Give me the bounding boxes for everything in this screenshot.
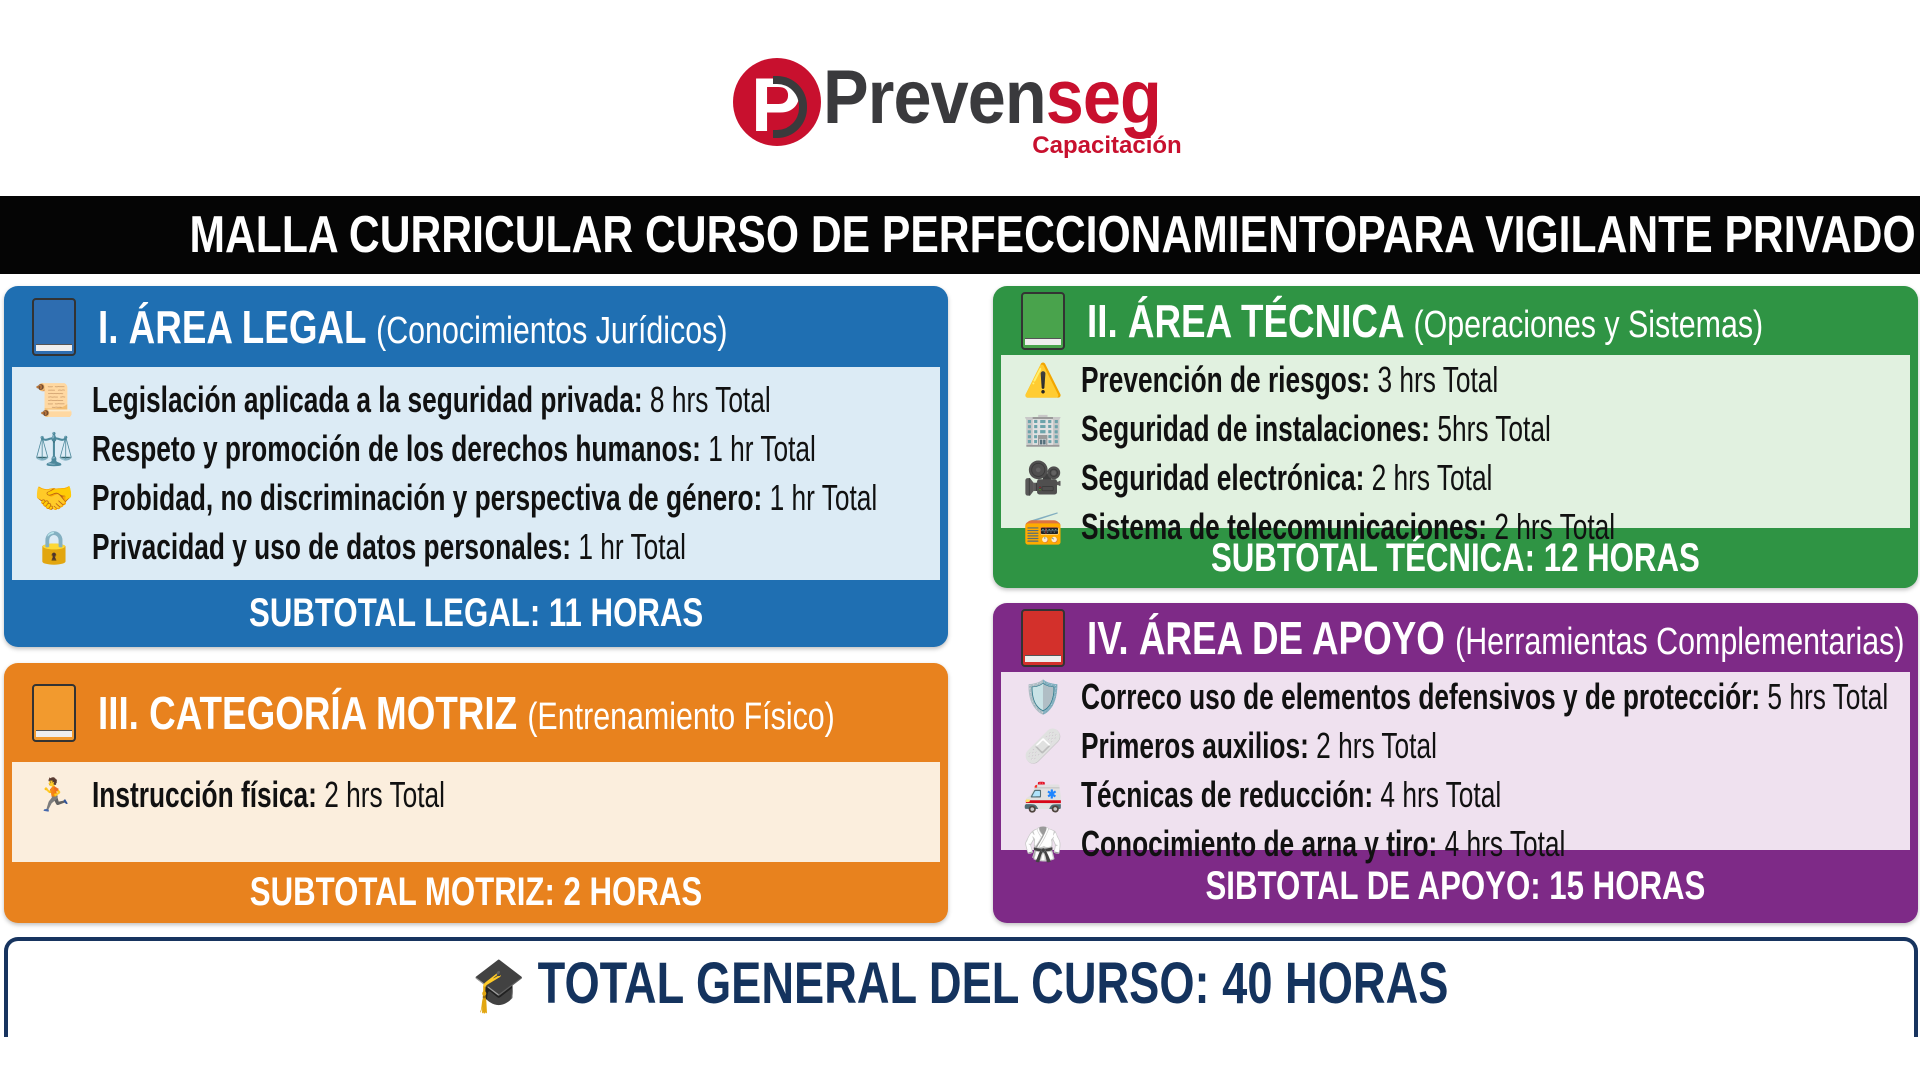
green-book-icon xyxy=(1021,291,1065,350)
graduation-cap-icon: 🎓 xyxy=(473,955,526,1015)
course-item: 🩹 Primeros auxilios: 2 hrs Total xyxy=(1021,721,1910,770)
section-title: IV. ÁREA DE APOYO xyxy=(1087,611,1445,664)
course-item-label: Prevención de riesgos: xyxy=(1081,358,1371,400)
section-legal: I. ÁREA LEGAL (Conocimientos Jurídicos) … xyxy=(4,286,948,647)
section-header: IV. ÁREA DE APOYO (Herramientas Compleme… xyxy=(993,603,1918,672)
course-item-hours: 4 hrs Total xyxy=(1380,773,1502,815)
page-title: MALLA CURRICULAR CURSO DE PERFECCIONAMIE… xyxy=(189,206,1916,264)
running-person-icon: 🏃 xyxy=(34,776,74,813)
course-item: 🏢 Seguridad de instalaciones: 5hrs Total xyxy=(1021,404,1910,453)
course-item: 📻 Sistema de telecomunicaciones: 2 hrs T… xyxy=(1021,502,1910,551)
section-items: ⚠️ Prevención de riesgos: 3 hrs Total 🏢 … xyxy=(1001,355,1910,547)
section-header: II. ÁREA TÉCNICA (Operaciones y Sistemas… xyxy=(993,286,1918,355)
course-item-hours: 2 hrs Total xyxy=(324,773,445,815)
course-item-hours: 1 hr Total xyxy=(578,526,686,567)
handshake-icon: 🤝 xyxy=(34,480,74,516)
section-subtitle: (Herramientas Complementarias) xyxy=(1455,620,1905,663)
course-item: 🛡️ Correco uso de elementos defensivos y… xyxy=(1021,672,1910,721)
ambulance-icon: 🚑 xyxy=(1023,776,1063,813)
course-item-label: Correco uso de elementos defensivos y de… xyxy=(1081,675,1761,717)
section-items: 🏃 Instrucción física: 2 hrs Total xyxy=(12,762,940,862)
first-aid-kit-icon: 🩹 xyxy=(1023,727,1063,764)
section-title: I. ÁREA LEGAL xyxy=(98,300,366,353)
lock-icon: 🔒 xyxy=(34,529,74,565)
course-item-label: Seguridad electrónica: xyxy=(1081,456,1365,498)
course-item-hours: 5 hrs Total xyxy=(1767,675,1889,717)
section-header: I. ÁREA LEGAL (Conocimientos Jurídicos) xyxy=(4,286,948,367)
course-item-label: Respeto y promoción de los derechos huma… xyxy=(92,428,701,469)
course-item-label: Instrucción física: xyxy=(92,773,317,815)
course-item: 🤝 Probidad, no discriminación y perspect… xyxy=(32,474,940,523)
logo-text: Preven xyxy=(823,55,1047,140)
course-item-label: Seguridad de instalaciones: xyxy=(1081,407,1431,449)
course-item-hours: 2 hrs Total xyxy=(1371,456,1493,498)
course-item-label: Técnicas de reducción: xyxy=(1081,773,1374,815)
section-motriz: III. CATEGORÍA MOTRIZ (Entrenamiento Fís… xyxy=(4,663,948,923)
course-item: 📜 Legislación aplicada a la seguridad pr… xyxy=(32,376,940,425)
course-item-label: Probidad, no discriminación y perspectiv… xyxy=(92,477,763,518)
building-icon: 🏢 xyxy=(1023,410,1063,447)
scroll-icon: 📜 xyxy=(34,382,74,418)
section-subtotal: SUBTOTAL TÉCNICA: 12 HORAS xyxy=(1211,536,1700,580)
course-item-hours: 2 hrs Total xyxy=(1316,724,1437,766)
logo-mark-icon: P xyxy=(733,58,821,146)
section-tecnica: II. ÁREA TÉCNICA (Operaciones y Sistemas… xyxy=(993,286,1918,588)
course-item-hours: 2 hrs Total xyxy=(1494,505,1616,547)
video-camera-icon: 🎥 xyxy=(1023,459,1063,496)
total-box: 🎓 TOTAL GENERAL DEL CURSO: 40 HORAS xyxy=(4,937,1918,1037)
course-item-hours: 8 hrs Total xyxy=(649,379,771,420)
course-item: ⚖️ Respeto y promoción de los derechos h… xyxy=(32,425,940,474)
course-item: 🏃 Instrucción física: 2 hrs Total xyxy=(32,770,940,819)
course-item-label: Sistema de telecomunicaciones: xyxy=(1081,505,1488,547)
total-label: TOTAL GENERAL DEL CURSO: 40 HORAS xyxy=(538,951,1449,1016)
blue-book-icon xyxy=(32,297,76,356)
page-title-banner: MALLA CURRICULAR CURSO DE PERFECCIONAMIE… xyxy=(0,196,1920,274)
logo-tagline: Capacitación xyxy=(1032,132,1182,159)
warning-icon: ⚠️ xyxy=(1023,361,1063,398)
scales-icon: ⚖️ xyxy=(34,431,74,467)
red-book-icon xyxy=(1021,608,1065,667)
section-subtotal: SIBTOTAL DE APOYO: 15 HORAS xyxy=(1205,864,1706,908)
course-item: 🎥 Seguridad electrónica: 2 hrs Total xyxy=(1021,453,1910,502)
section-subtotal: SUBTOTAL MOTRIZ: 2 HORAS xyxy=(249,870,703,914)
radio-icon: 📻 xyxy=(1023,508,1063,545)
logo-text-accent: seg xyxy=(1045,55,1162,140)
section-items: 🛡️ Correco uso de elementos defensivos y… xyxy=(1001,672,1910,864)
course-item-label: Privacidad y uso de datos personales: xyxy=(92,526,572,567)
section-title: II. ÁREA TÉCNICA xyxy=(1087,294,1404,347)
prevenseg-logo: P Prevenseg Capacitación xyxy=(733,55,1213,168)
course-item-hours: 5hrs Total xyxy=(1437,407,1551,449)
section-subtitle: (Conocimientos Jurídicos) xyxy=(376,309,728,352)
course-item-label: Conocimiento de arna y tiro: xyxy=(1081,822,1438,864)
course-item: 🔒 Privacidad y uso de datos personales: … xyxy=(32,523,940,572)
course-item-hours: 1 hr Total xyxy=(769,477,878,518)
section-items: 📜 Legislación aplicada a la seguridad pr… xyxy=(12,367,940,580)
section-title: III. CATEGORÍA MOTRIZ xyxy=(98,686,518,739)
course-item: ⚠️ Prevención de riesgos: 3 hrs Total xyxy=(1021,355,1910,404)
course-item: 🚑 Técnicas de reducción: 4 hrs Total xyxy=(1021,770,1910,819)
section-subtotal: SUBTOTAL LEGAL: 11 HORAS xyxy=(248,591,704,635)
section-subtitle: (Entrenamiento Físico) xyxy=(527,695,835,738)
section-apoyo: IV. ÁREA DE APOYO (Herramientas Compleme… xyxy=(993,603,1918,923)
course-item-label: Legislación aplicada a la seguridad priv… xyxy=(92,379,643,420)
section-header: III. CATEGORÍA MOTRIZ (Entrenamiento Fís… xyxy=(4,663,948,762)
orange-book-icon xyxy=(32,683,76,742)
section-subtitle: (Operaciones y Sistemas) xyxy=(1413,303,1764,346)
course-item-label: Primeros auxilios: xyxy=(1081,724,1309,766)
shield-icon: 🛡️ xyxy=(1023,678,1063,715)
course-item: 🥋 Conocimiento de arna y tiro: 4 hrs Tot… xyxy=(1021,819,1910,868)
course-item-hours: 4 hrs Total xyxy=(1444,822,1566,864)
course-item-hours: 3 hrs Total xyxy=(1377,358,1499,400)
course-item-hours: 1 hr Total xyxy=(708,428,816,469)
martial-arts-gi-icon: 🥋 xyxy=(1023,825,1063,862)
